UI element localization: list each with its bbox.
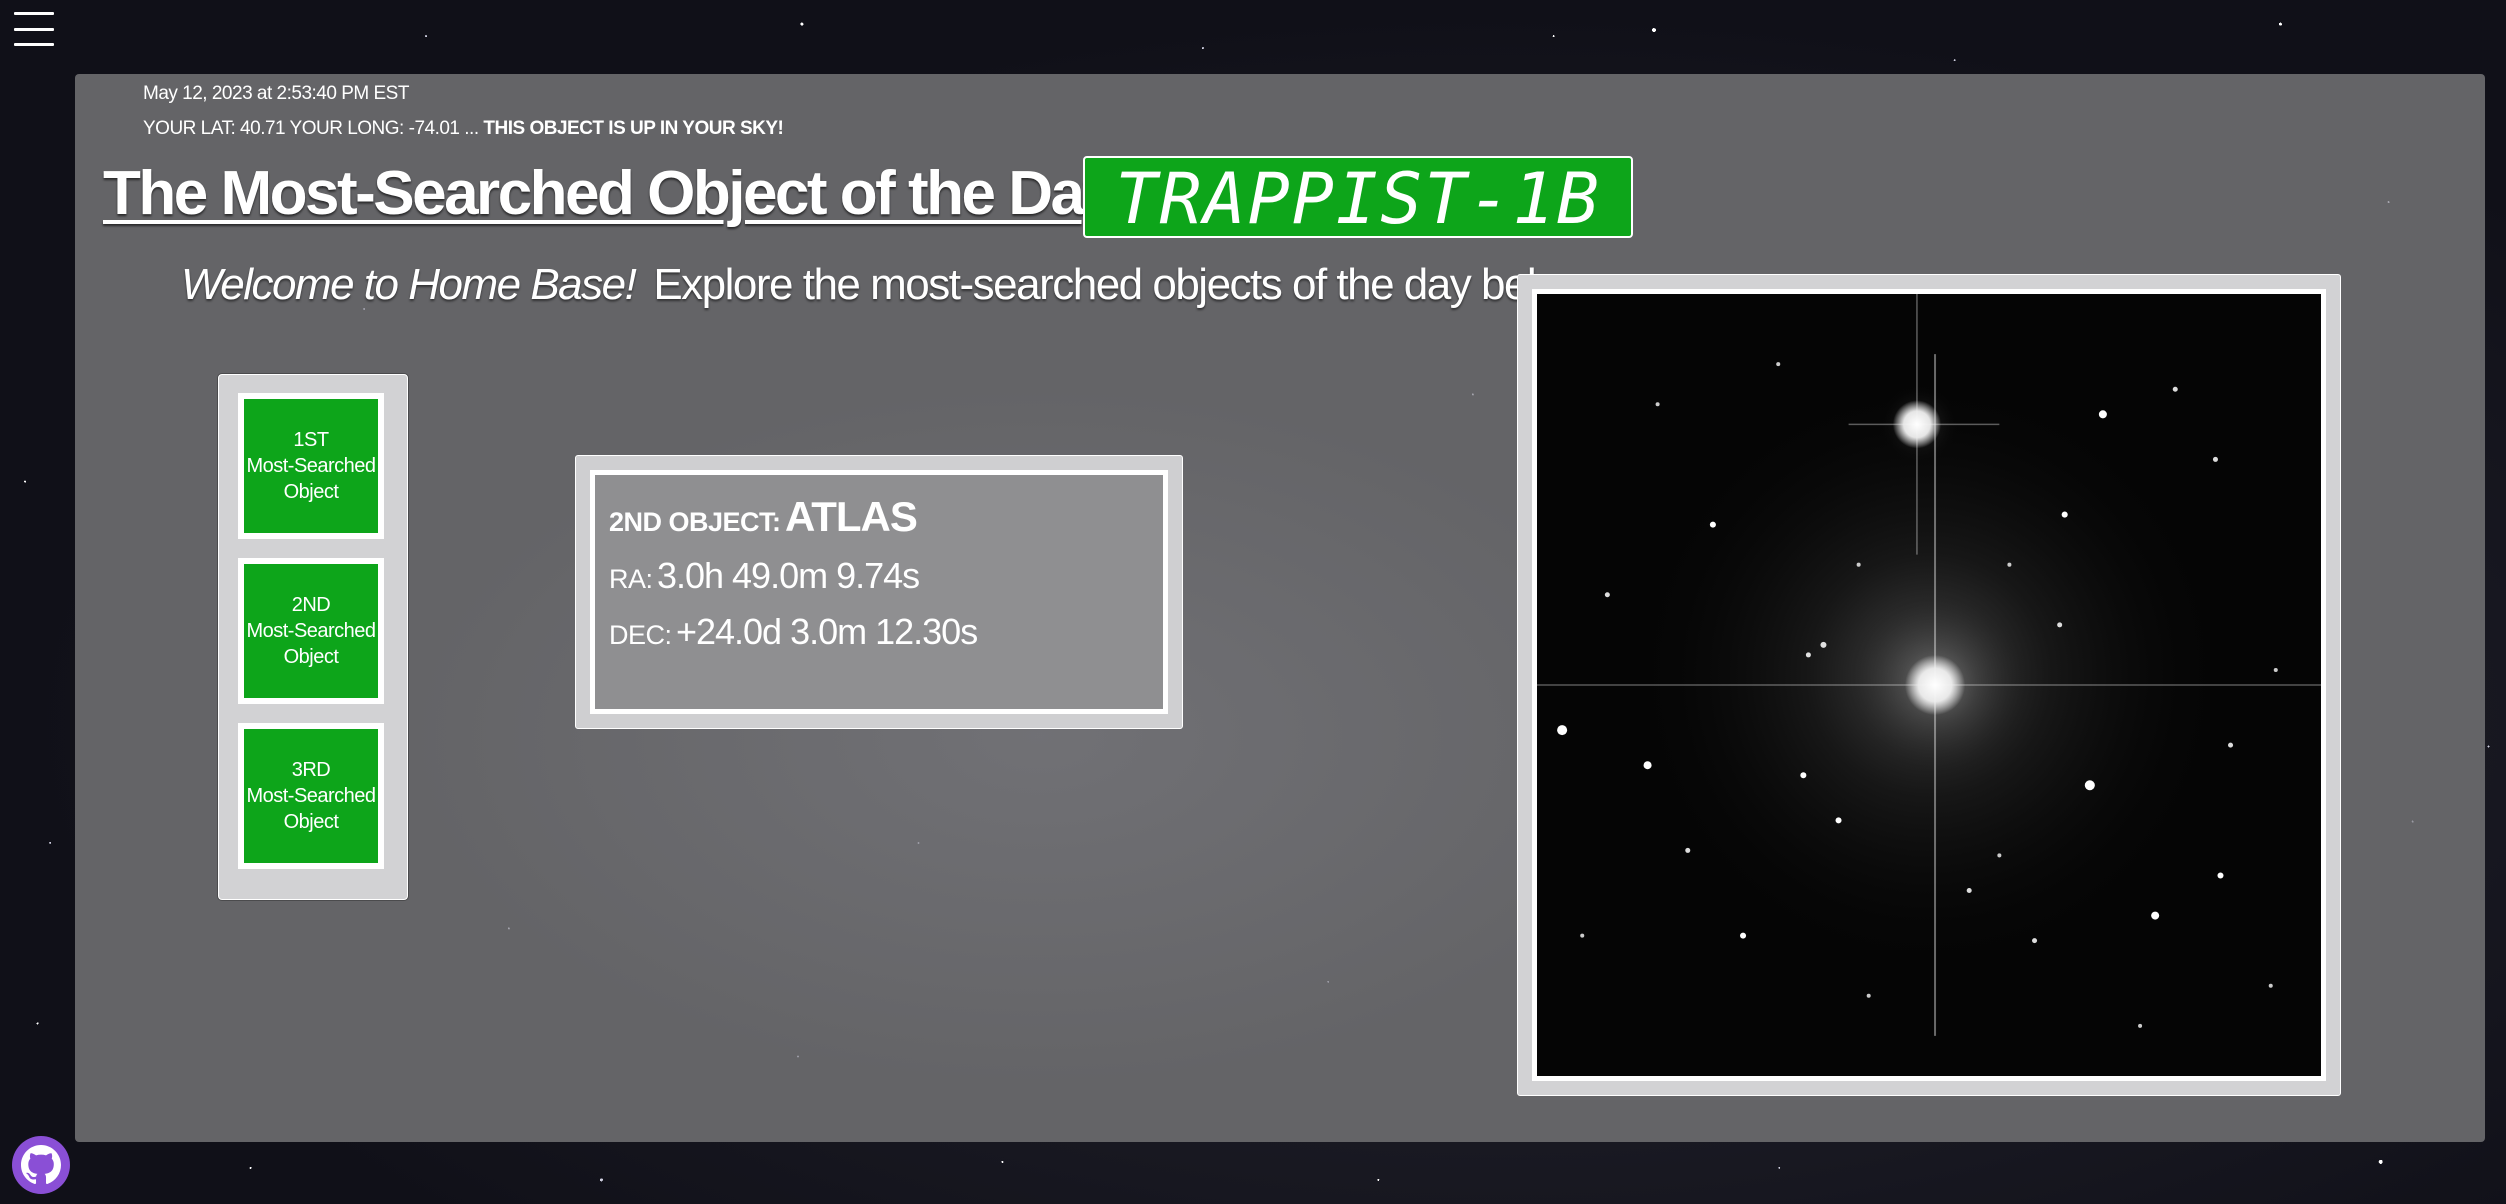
rank-subtitle: Most-Searched xyxy=(246,620,376,642)
rank-subtitle: Object xyxy=(283,646,339,668)
dec-value: +24.0d 3.0m 12.30s xyxy=(675,611,978,652)
object-label: 2ND OBJECT: xyxy=(609,507,781,537)
github-icon[interactable] xyxy=(12,1136,70,1194)
object-name-line: 2ND OBJECT: ATLAS xyxy=(609,493,1149,541)
rank-selector: 1ST Most-Searched Object 2ND Most-Search… xyxy=(218,374,408,900)
welcome-line: Welcome to Home Base! Explore the most-se… xyxy=(181,260,1620,310)
first-object-button[interactable]: 1ST Most-Searched Object xyxy=(238,393,384,539)
object-info-content: 2ND OBJECT: ATLAS RA: 3.0h 49.0m 9.74s D… xyxy=(590,470,1168,714)
menu-bar xyxy=(14,43,54,46)
dec-label: DEC: xyxy=(609,620,672,650)
rank-subtitle: Object xyxy=(283,811,339,833)
menu-bar xyxy=(14,12,54,15)
featured-object-badge: TRAPPIST-1B xyxy=(1083,156,1633,240)
main-panel: May 12, 2023 at 2:53:40 PM EST YOUR LAT:… xyxy=(75,74,2485,1142)
object-image-frame xyxy=(1517,274,2341,1096)
star-field-image xyxy=(1532,289,2326,1081)
rank-subtitle: Most-Searched xyxy=(246,455,376,477)
rank-subtitle: Object xyxy=(283,481,339,503)
rank-subtitle: Most-Searched xyxy=(246,785,376,807)
hamburger-menu-icon[interactable] xyxy=(14,12,54,46)
sky-status: THIS OBJECT IS UP IN YOUR SKY! xyxy=(483,118,784,139)
ra-line: RA: 3.0h 49.0m 9.74s xyxy=(609,555,1149,597)
menu-bar xyxy=(14,27,54,31)
welcome-tagline: Explore the most-searched objects of the… xyxy=(653,260,1619,309)
rank-label: 1ST xyxy=(293,429,329,451)
rank-label: 2ND xyxy=(291,594,331,616)
object-info-card: 2ND OBJECT: ATLAS RA: 3.0h 49.0m 9.74s D… xyxy=(575,455,1183,729)
dec-line: DEC: +24.0d 3.0m 12.30s xyxy=(609,611,1149,653)
github-logo xyxy=(21,1145,61,1185)
timestamp: May 12, 2023 at 2:53:40 PM EST xyxy=(143,83,409,104)
second-object-button[interactable]: 2ND Most-Searched Object xyxy=(238,558,384,704)
location-line: YOUR LAT: 40.71 YOUR LONG: -74.01 ... TH… xyxy=(143,118,784,140)
star-field-svg xyxy=(1537,294,2321,1076)
location-coordinates: YOUR LAT: 40.71 YOUR LONG: -74.01 ... xyxy=(143,118,484,139)
ra-value: 3.0h 49.0m 9.74s xyxy=(656,555,920,596)
welcome-greeting: Welcome to Home Base! xyxy=(181,260,637,309)
ra-label: RA: xyxy=(609,564,653,594)
rank-label: 3RD xyxy=(291,759,331,781)
page-title: The Most-Searched Object of the Day is: xyxy=(103,159,1197,228)
object-name: ATLAS xyxy=(784,493,918,540)
third-object-button[interactable]: 3RD Most-Searched Object xyxy=(238,723,384,869)
